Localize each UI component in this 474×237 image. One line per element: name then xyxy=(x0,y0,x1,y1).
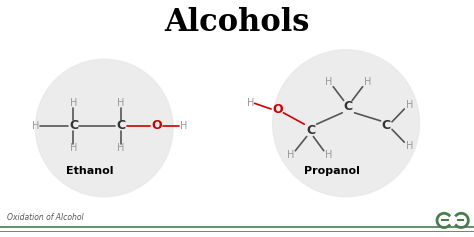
Text: H: H xyxy=(325,150,332,160)
Text: H: H xyxy=(364,77,371,87)
Text: H: H xyxy=(70,143,77,153)
Text: O: O xyxy=(151,119,162,132)
Text: H: H xyxy=(117,98,125,108)
Text: H: H xyxy=(325,77,332,87)
Text: C: C xyxy=(69,119,78,132)
Text: H: H xyxy=(32,121,39,131)
Text: C: C xyxy=(306,124,315,137)
Text: H: H xyxy=(117,143,125,153)
Text: H: H xyxy=(70,98,77,108)
Text: H: H xyxy=(180,121,188,131)
Text: Oxidation of Alcohol: Oxidation of Alcohol xyxy=(7,213,84,222)
Circle shape xyxy=(273,50,419,197)
Text: C: C xyxy=(116,119,126,132)
Text: C: C xyxy=(382,119,391,132)
Text: H: H xyxy=(246,98,254,108)
Text: C: C xyxy=(344,100,353,113)
Text: Ethanol: Ethanol xyxy=(66,166,114,176)
Text: H: H xyxy=(406,100,414,110)
Text: Alcohols: Alcohols xyxy=(164,7,310,38)
Text: H: H xyxy=(287,150,294,160)
Circle shape xyxy=(36,59,173,197)
Text: O: O xyxy=(272,103,283,115)
Text: Propanol: Propanol xyxy=(304,166,360,176)
Text: H: H xyxy=(406,141,414,151)
